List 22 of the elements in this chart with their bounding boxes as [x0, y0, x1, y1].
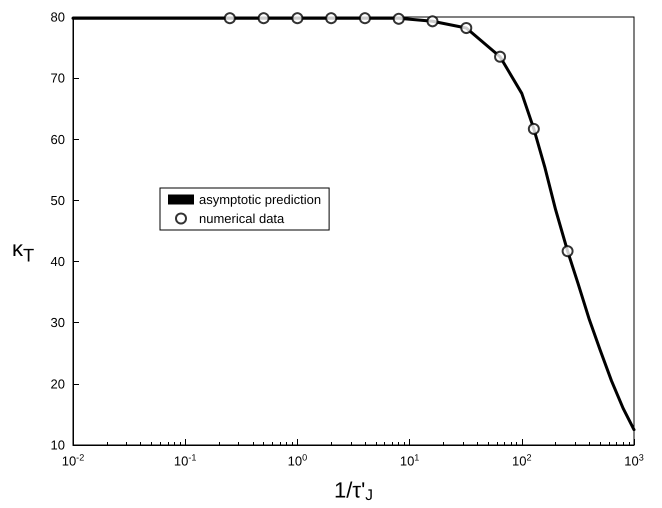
point [224, 12, 236, 24]
point [562, 245, 574, 258]
y-tick-label: 40 [50, 254, 65, 270]
y-tick-label: 60 [50, 132, 65, 147]
y-tick-label: 20 [50, 376, 65, 392]
y-tick-label: 10 [50, 438, 65, 452]
point [460, 22, 472, 34]
point [291, 12, 304, 24]
y-tick-label: 30 [50, 315, 65, 330]
y-tick-label: 80 [50, 10, 65, 24]
y-tick-label: 70 [50, 70, 65, 86]
point [392, 12, 405, 25]
point [258, 12, 270, 24]
y-axis-title: κ$_{T}$ [12, 236, 34, 266]
point [494, 50, 506, 63]
point [528, 122, 540, 135]
legend-label: numerical data [199, 211, 286, 226]
legend-label: asymptotic prediction [199, 192, 322, 207]
point [325, 12, 338, 24]
y-tick-label: 50 [50, 192, 65, 208]
point [426, 15, 438, 28]
point [358, 12, 371, 24]
